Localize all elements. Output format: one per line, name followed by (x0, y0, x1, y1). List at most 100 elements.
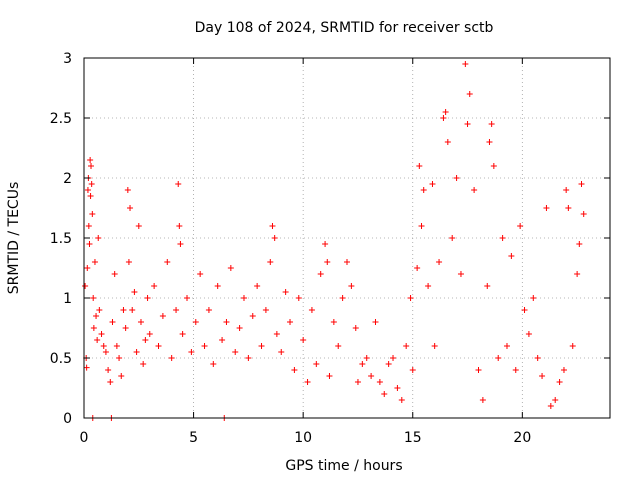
data-point (254, 283, 261, 289)
data-point (457, 271, 464, 277)
data-point (525, 331, 532, 337)
data-point (313, 361, 320, 367)
data-point (552, 397, 559, 403)
data-point (125, 259, 132, 265)
data-point (100, 343, 107, 349)
data-point (512, 367, 519, 373)
data-point (466, 91, 473, 97)
data-point (113, 343, 120, 349)
data-point (271, 235, 278, 241)
y-tick-label: 0 (63, 411, 72, 427)
data-point (118, 373, 125, 379)
data-point (339, 295, 346, 301)
data-point (449, 235, 456, 241)
data-point (107, 379, 114, 385)
data-point (83, 364, 90, 371)
data-point (381, 391, 388, 397)
data-point (556, 379, 563, 385)
data-point (484, 283, 491, 289)
data-point (488, 121, 495, 127)
data-point (368, 373, 375, 379)
data-point (517, 223, 524, 229)
data-point (304, 379, 311, 385)
x-tick-label: 15 (404, 430, 422, 446)
data-point (90, 295, 97, 301)
data-point (179, 331, 186, 337)
data-point (418, 223, 425, 229)
data-point (414, 265, 421, 271)
data-point (436, 259, 443, 265)
data-point (232, 349, 239, 355)
data-point (580, 211, 587, 217)
data-point (295, 295, 302, 301)
data-point (87, 157, 94, 163)
data-point (543, 205, 550, 211)
chart-title: Day 108 of 2024, SRMTID for receiver sct… (195, 20, 494, 36)
data-point (407, 295, 414, 301)
data-point (84, 265, 91, 271)
data-point (385, 361, 392, 367)
data-point (495, 355, 502, 361)
data-point (300, 337, 307, 343)
data-point (569, 343, 576, 349)
plot-border (83, 57, 611, 419)
data-point (326, 373, 333, 379)
data-point (155, 343, 162, 349)
data-point (175, 181, 182, 187)
data-point (308, 307, 315, 313)
data-point (144, 295, 151, 301)
data-point (479, 397, 486, 403)
data-point (322, 241, 329, 247)
data-point (344, 259, 350, 265)
data-point (236, 325, 243, 331)
data-point (98, 331, 105, 337)
data-point (184, 295, 191, 301)
x-axis-label: GPS time / hours (285, 458, 402, 474)
data-point (560, 367, 567, 373)
data-point (95, 235, 102, 241)
data-point (84, 187, 91, 193)
data-point (245, 355, 252, 361)
data-point (508, 253, 515, 259)
y-tick-label: 2 (63, 171, 72, 187)
data-point (146, 331, 153, 337)
data-point (394, 385, 401, 391)
data-point (197, 271, 204, 277)
data-point (267, 259, 274, 265)
x-tick-label: 0 (80, 430, 89, 446)
data-point (131, 289, 138, 295)
data-point (335, 343, 342, 349)
data-point (94, 337, 101, 343)
data-point (563, 187, 570, 193)
data-point (372, 319, 379, 325)
data-point (223, 319, 230, 325)
data-point (330, 319, 337, 325)
data-point (273, 331, 280, 337)
data-point (409, 367, 416, 373)
data-point (376, 379, 383, 385)
data-point (499, 235, 506, 241)
data-point (142, 337, 149, 343)
data-point (140, 361, 147, 367)
data-point (262, 307, 269, 313)
x-tick-label: 5 (189, 430, 198, 446)
data-point (486, 139, 493, 145)
data-point (109, 319, 116, 325)
data-point (539, 373, 546, 379)
data-point (201, 343, 208, 349)
data-point (462, 61, 469, 67)
data-point (240, 295, 247, 301)
data-point (521, 307, 528, 313)
data-point (85, 223, 92, 229)
data-point (534, 355, 541, 361)
data-point (475, 367, 482, 373)
data-point (317, 271, 324, 277)
data-point (390, 355, 397, 361)
y-tick-label: 0.5 (50, 351, 72, 367)
data-point (124, 187, 131, 193)
data-point (91, 259, 98, 265)
data-point (151, 283, 158, 289)
data-point (173, 307, 180, 313)
data-point (159, 313, 166, 319)
